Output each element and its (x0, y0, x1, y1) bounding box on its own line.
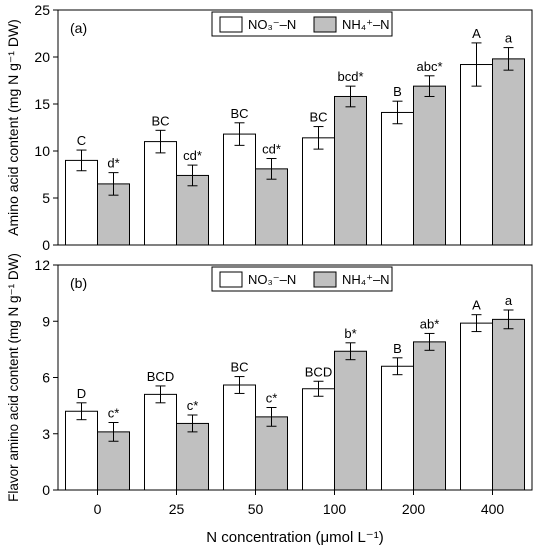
panel-a-legend-swatch-nitrate (219, 16, 243, 33)
significance-letter: BCD (305, 364, 332, 379)
significance-letter: BCD (147, 369, 174, 384)
bar-ammonium (334, 350, 367, 491)
panel-a-y-axis-label: Amino acid content (mg N g⁻¹ DW) (5, 19, 21, 236)
bar-nitrate (223, 133, 256, 246)
significance-letter: A (472, 26, 481, 41)
bar-ammonium (413, 85, 446, 246)
panel-b-legend-label-ammonium: NH₄⁺–N (342, 272, 390, 287)
y-tick-label: 20 (34, 49, 50, 65)
bar-nitrate (381, 365, 414, 491)
panel-a: (a) Amino acid content (mg N g⁻¹ DW) 0 5 1… (5, 2, 533, 253)
bar-ammonium (255, 416, 288, 491)
x-tick-label: 0 (94, 501, 102, 517)
y-tick-label: 0 (42, 482, 50, 498)
x-axis-label: N concentration (μmol L⁻¹) (206, 529, 383, 546)
bar-nitrate (460, 64, 493, 246)
significance-letter: a (505, 31, 513, 46)
bar-nitrate (302, 388, 335, 491)
significance-letter: B (393, 341, 402, 356)
panel-b-legend-label-nitrate: NO₃⁻–N (248, 272, 296, 287)
significance-letter: bcd* (337, 69, 363, 84)
bar-nitrate (65, 159, 98, 246)
x-axis-ticks: 0 25 50 100 200 400 (94, 490, 505, 517)
x-tick-label: 400 (481, 501, 505, 517)
panel-b-y-ticks: 0 3 6 9 12 (34, 257, 58, 498)
x-tick-label: 100 (323, 501, 347, 517)
y-tick-label: 3 (42, 426, 50, 442)
bar-ammonium (492, 58, 525, 246)
x-tick-label: 25 (169, 501, 185, 517)
bar-nitrate (144, 141, 177, 246)
significance-letter: cd* (183, 148, 202, 163)
bar-ammonium (255, 168, 288, 246)
bar-nitrate (65, 410, 98, 491)
y-tick-label: 6 (42, 370, 50, 386)
y-tick-label: 12 (34, 257, 50, 273)
panel-b: (b) Flavor amino acid content (mg N g⁻¹ … (6, 253, 533, 517)
significance-letter: C (77, 133, 86, 148)
bar-nitrate (460, 322, 493, 491)
significance-letter: ab* (420, 316, 440, 331)
panel-a-y-ticks: 0 5 10 15 20 25 (34, 2, 58, 253)
bar-ammonium (492, 318, 525, 491)
significance-letter: b* (344, 326, 356, 341)
bar-nitrate (381, 111, 414, 246)
panel-b-bars: D BCD BC BCD B Ac* c* c* b* ab* a (65, 293, 525, 491)
significance-letter: BC (309, 110, 327, 125)
significance-letter: BC (230, 106, 248, 121)
significance-letter: B (393, 84, 402, 99)
significance-letter: abc* (416, 59, 442, 74)
panel-a-legend: NO₃⁻–N NH₄⁺–N (211, 11, 393, 37)
y-tick-label: 0 (42, 237, 50, 253)
bar-ammonium (413, 341, 446, 491)
y-tick-label: 25 (34, 2, 50, 18)
significance-letter: c* (108, 406, 120, 421)
panel-a-frame (57, 9, 533, 246)
panel-b-legend-swatch-ammonium (313, 271, 337, 288)
panel-b-legend-swatch-nitrate (219, 271, 243, 288)
significance-letter: D (77, 386, 86, 401)
panel-a-bars: C BC BC BC B Ad* cd* cd* bcd* abc* a (65, 26, 525, 246)
bar-ammonium (176, 422, 209, 491)
bar-nitrate (302, 137, 335, 246)
x-tick-label: 50 (248, 501, 264, 517)
bar-ammonium (334, 95, 367, 246)
y-tick-label: 10 (34, 143, 50, 159)
significance-letter: d* (107, 156, 119, 171)
panel-b-label: (b) (70, 275, 87, 291)
bar-nitrate (223, 384, 256, 491)
x-tick-label: 200 (402, 501, 426, 517)
significance-letter: c* (266, 391, 278, 406)
y-tick-label: 15 (34, 96, 50, 112)
bar-nitrate (144, 393, 177, 491)
significance-letter: A (472, 298, 481, 313)
panel-a-legend-label-ammonium: NH₄⁺–N (342, 17, 390, 32)
panel-b-y-axis-label: Flavor amino acid content (mg N g⁻¹ DW) (6, 253, 21, 502)
significance-letter: cd* (262, 142, 281, 157)
significance-letter: BC (230, 360, 248, 375)
y-tick-label: 9 (42, 313, 50, 329)
panel-a-legend-swatch-ammonium (313, 16, 337, 33)
y-tick-label: 5 (42, 190, 50, 206)
significance-letter: a (505, 293, 513, 308)
panel-a-legend-label-nitrate: NO₃⁻–N (248, 17, 296, 32)
significance-letter: BC (151, 113, 169, 128)
significance-letter: c* (187, 398, 199, 413)
panel-a-label: (a) (70, 20, 87, 36)
panel-b-legend: NO₃⁻–N NH₄⁺–N (211, 266, 393, 292)
